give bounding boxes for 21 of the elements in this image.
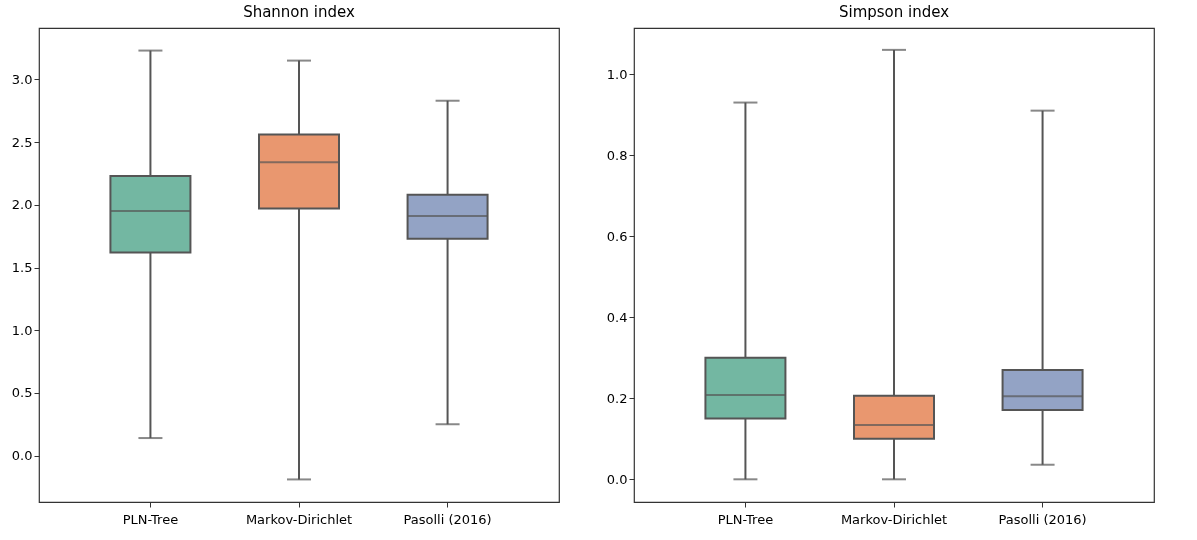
y-tick-label: 0.8 (606, 147, 628, 163)
y-tick-label: 2.0 (11, 197, 33, 213)
x-tick-label: Markov-Dirichlet (840, 511, 948, 527)
y-tick-label: 1.5 (11, 260, 33, 276)
x-tick-label: Pasolli (2016) (998, 511, 1087, 527)
y-tick-label: 0.0 (606, 471, 628, 487)
y-tick-label: 0.5 (11, 385, 33, 401)
chart-title: Simpson index (838, 3, 950, 21)
x-tick-label: Pasolli (2016) (403, 511, 492, 527)
y-tick-label: 1.0 (606, 66, 628, 82)
y-tick-label: 0.2 (606, 390, 628, 406)
y-tick-label: 0.0 (11, 448, 33, 464)
y-tick-label: 3.0 (11, 71, 33, 87)
y-tick-label: 0.4 (606, 309, 628, 325)
x-tick-label: PLN-Tree (717, 511, 774, 527)
x-tick-label: Markov-Dirichlet (245, 511, 353, 527)
y-tick-label: 1.0 (11, 322, 33, 338)
y-tick-label: 0.6 (606, 228, 628, 244)
y-tick-label: 2.5 (11, 134, 33, 150)
x-tick-label: PLN-Tree (122, 511, 179, 527)
chart-title: Shannon index (243, 3, 355, 21)
